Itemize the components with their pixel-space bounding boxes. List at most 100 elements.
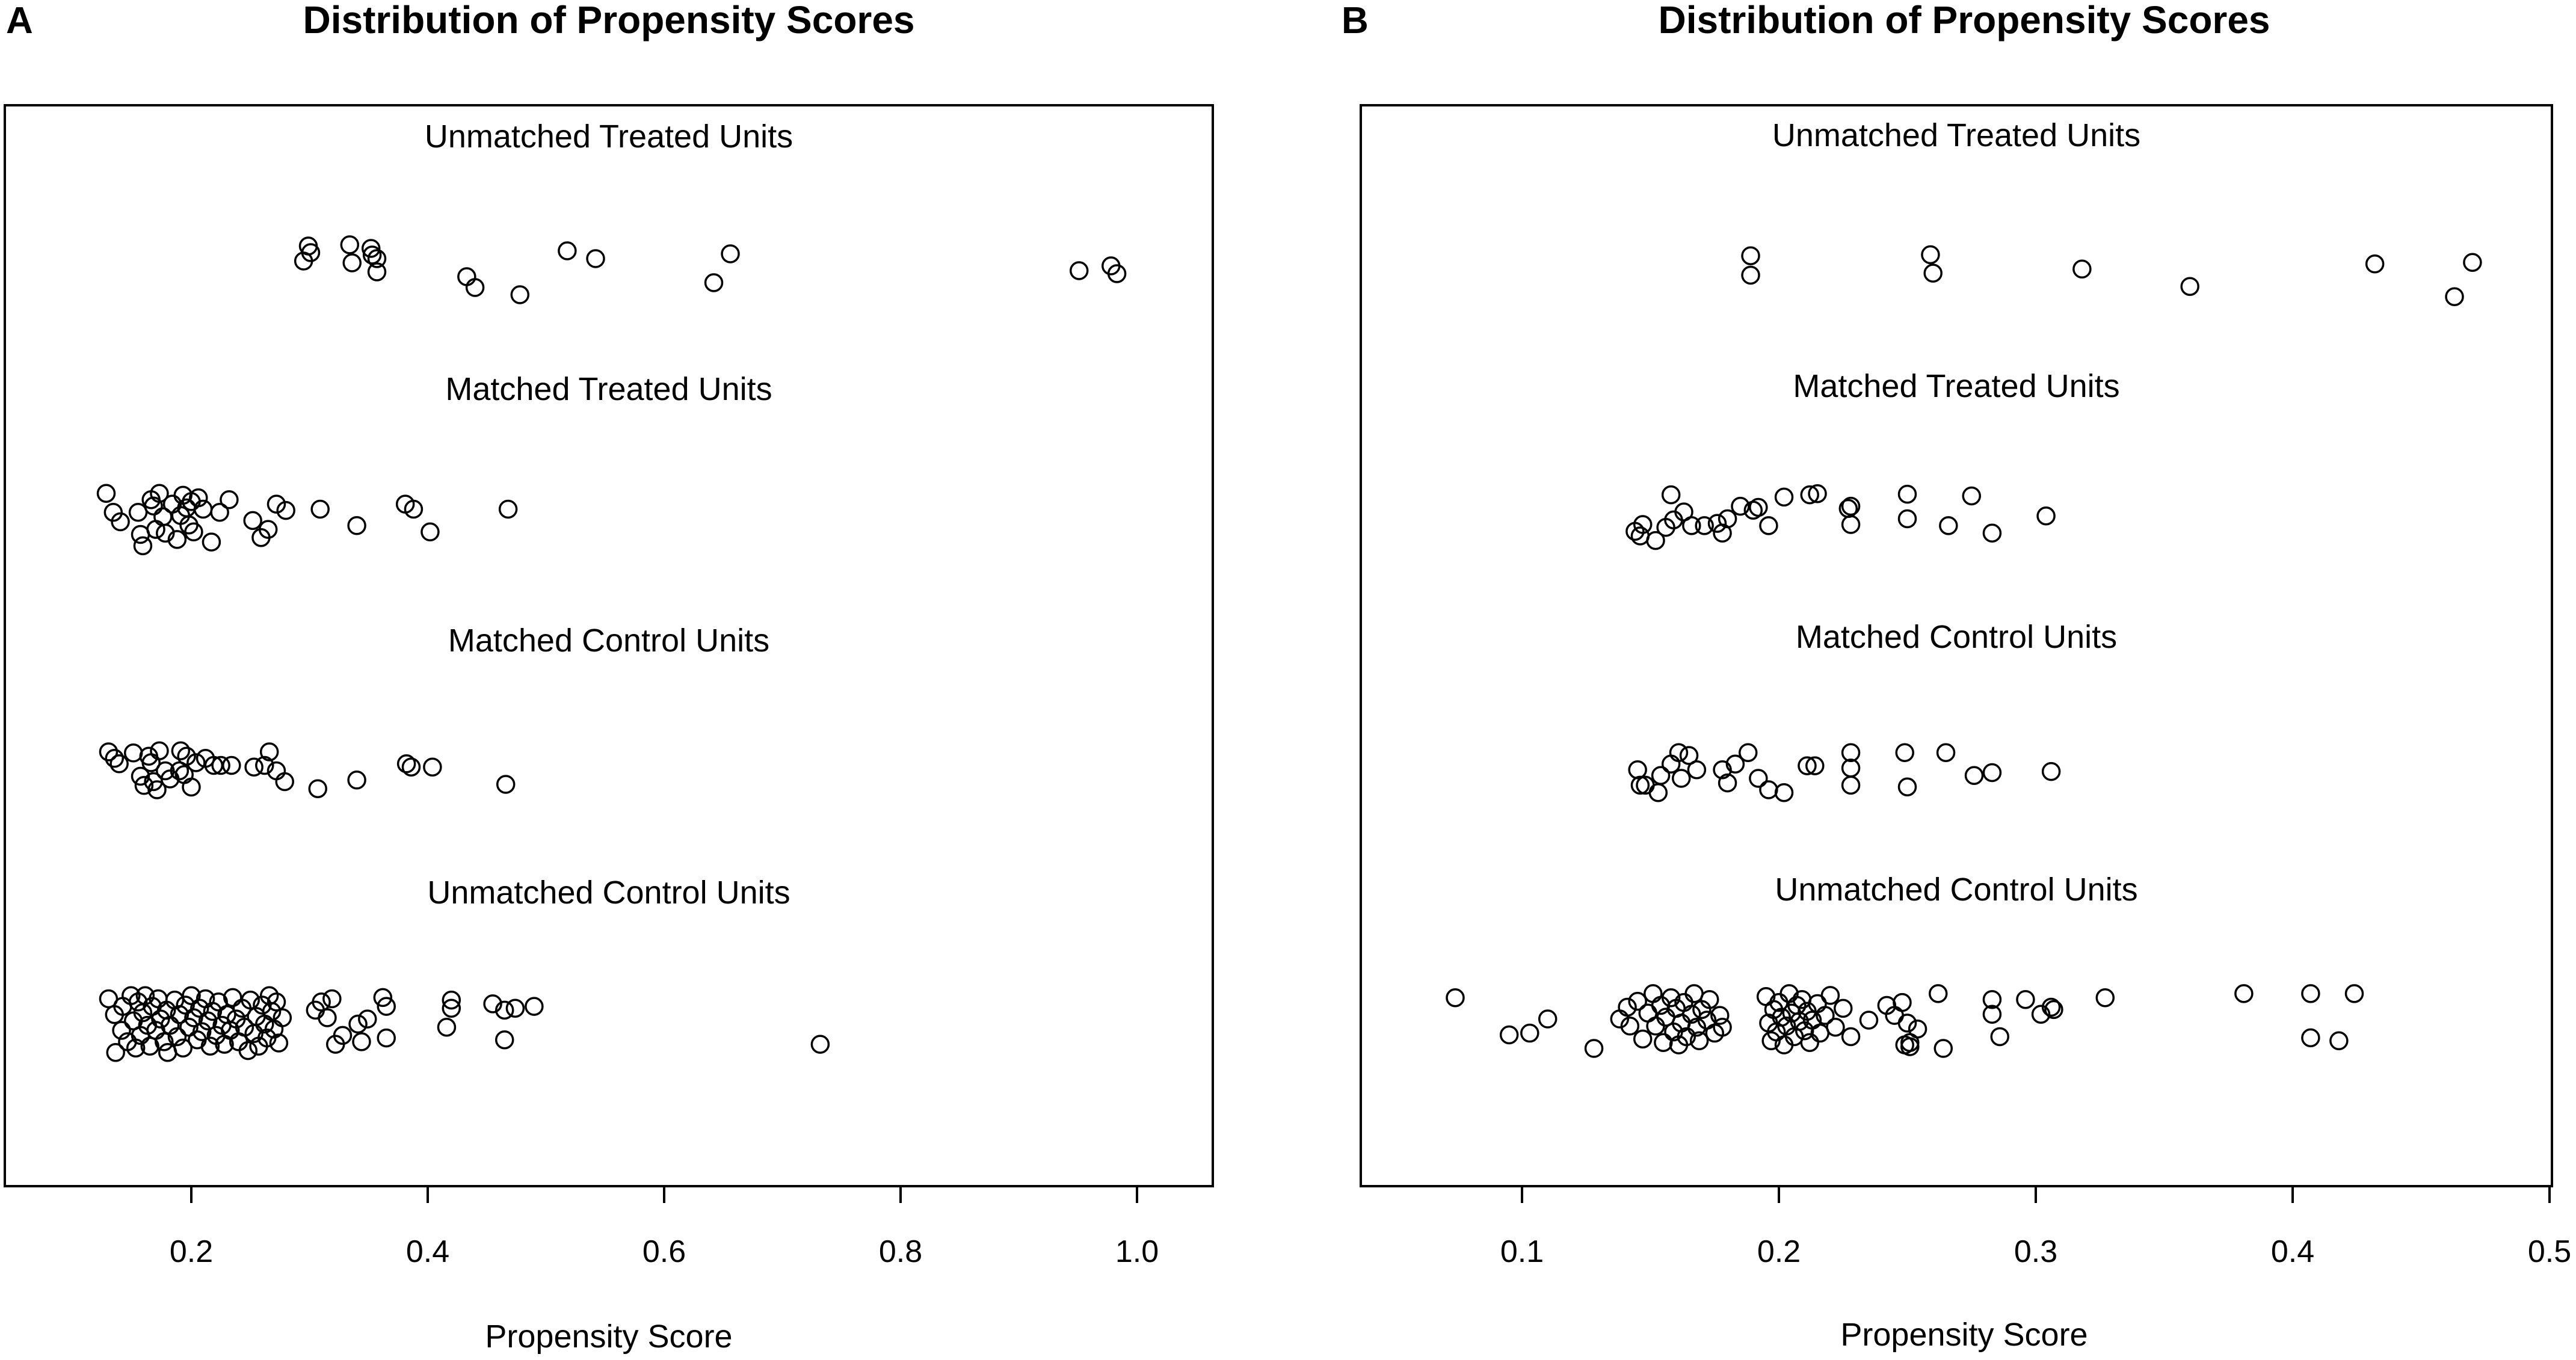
data-point	[262, 1002, 282, 1021]
data-point	[1816, 1006, 1835, 1025]
data-point	[167, 530, 187, 549]
x-tick-label: 0.2	[1757, 1234, 1801, 1269]
data-point	[1982, 1005, 2002, 1024]
data-point	[1630, 775, 1650, 795]
data-point	[144, 496, 163, 515]
data-point	[1895, 743, 1914, 762]
data-point	[1069, 261, 1089, 280]
chart-title: Distribution of Propensity Scores	[303, 0, 914, 42]
data-point	[483, 994, 502, 1014]
data-point	[1713, 760, 1732, 780]
x-tick-label: 0.4	[2271, 1234, 2314, 1269]
data-point	[1633, 1029, 1653, 1049]
data-point	[2180, 277, 2199, 296]
data-point	[103, 503, 123, 522]
x-tick-label: 0.5	[2528, 1234, 2571, 1269]
data-point	[1841, 758, 1861, 778]
group-label: Unmatched Treated Units	[425, 118, 793, 155]
data-point	[1834, 998, 1853, 1018]
data-point	[367, 262, 387, 282]
group-matched-control-units: Matched Control Units	[99, 623, 769, 799]
data-point	[222, 755, 241, 775]
data-point	[134, 776, 154, 795]
data-point	[1939, 516, 1958, 535]
data-point	[275, 772, 294, 792]
data-point	[1897, 484, 1917, 504]
data-point	[128, 503, 148, 522]
data-point	[1928, 984, 1948, 1003]
data-point	[465, 278, 485, 297]
data-point	[362, 245, 382, 265]
data-point	[150, 741, 169, 760]
data-point	[1679, 746, 1699, 765]
data-point	[1841, 775, 1861, 795]
data-point	[401, 757, 421, 777]
data-point	[1741, 265, 1760, 285]
data-point	[106, 1043, 125, 1062]
data-point	[318, 1008, 337, 1027]
data-point	[1661, 485, 1681, 505]
data-point	[1749, 497, 1768, 517]
data-point	[505, 998, 525, 1018]
data-point	[347, 516, 366, 535]
data-point	[586, 249, 605, 268]
data-point	[192, 1022, 212, 1041]
data-point	[1759, 780, 1778, 799]
data-point	[2463, 253, 2482, 272]
data-point	[126, 1038, 146, 1058]
data-point	[2301, 1028, 2320, 1048]
data-point	[155, 1032, 174, 1051]
data-point	[150, 484, 169, 503]
data-point	[193, 499, 213, 519]
data-point	[442, 998, 461, 1018]
data-point	[1800, 485, 1819, 505]
data-point	[1671, 769, 1691, 788]
data-point	[1628, 760, 1647, 780]
data-point	[112, 1021, 131, 1040]
data-point	[1936, 743, 1956, 762]
data-point	[244, 757, 263, 777]
data-point	[1638, 1003, 1657, 1023]
data-point	[1107, 264, 1127, 283]
data-point	[1687, 760, 1707, 780]
data-point	[1739, 743, 1758, 762]
x-tick-label: 0.4	[406, 1234, 449, 1269]
x-tick-label: 0.6	[642, 1234, 686, 1269]
data-point	[367, 249, 387, 268]
data-point	[1798, 756, 1817, 775]
data-point	[1841, 1027, 1861, 1047]
data-point	[301, 243, 321, 262]
data-point	[1520, 1023, 1539, 1043]
data-point	[99, 742, 119, 762]
group-unmatched-control-units: Unmatched Control Units	[1446, 872, 2364, 1058]
data-point	[1695, 516, 1714, 535]
data-point	[1499, 1025, 1519, 1045]
data-point	[342, 253, 362, 272]
group-label: Unmatched Control Units	[1775, 872, 2137, 908]
data-point	[510, 285, 530, 304]
data-point	[810, 1035, 830, 1054]
data-point	[173, 1038, 193, 1058]
data-point	[437, 1018, 457, 1037]
data-point	[1841, 515, 1861, 534]
data-point	[2016, 989, 2035, 1009]
data-point	[2095, 988, 2115, 1008]
data-point	[1718, 773, 1737, 793]
x-tick-label: 0.3	[2014, 1234, 2057, 1269]
data-point	[1699, 989, 1719, 1009]
data-point	[1982, 763, 2002, 783]
data-point	[1897, 509, 1917, 529]
data-point	[111, 512, 130, 532]
data-point	[96, 484, 116, 503]
data-point	[211, 755, 230, 775]
data-point	[2041, 997, 2061, 1017]
data-point	[1841, 496, 1861, 516]
data-point	[258, 520, 278, 539]
data-point	[189, 488, 208, 508]
data-point	[267, 494, 286, 514]
data-point	[377, 1028, 396, 1048]
data-point	[235, 1018, 254, 1037]
data-point	[2072, 259, 2092, 279]
data-point	[273, 1008, 292, 1027]
data-point	[259, 742, 279, 762]
